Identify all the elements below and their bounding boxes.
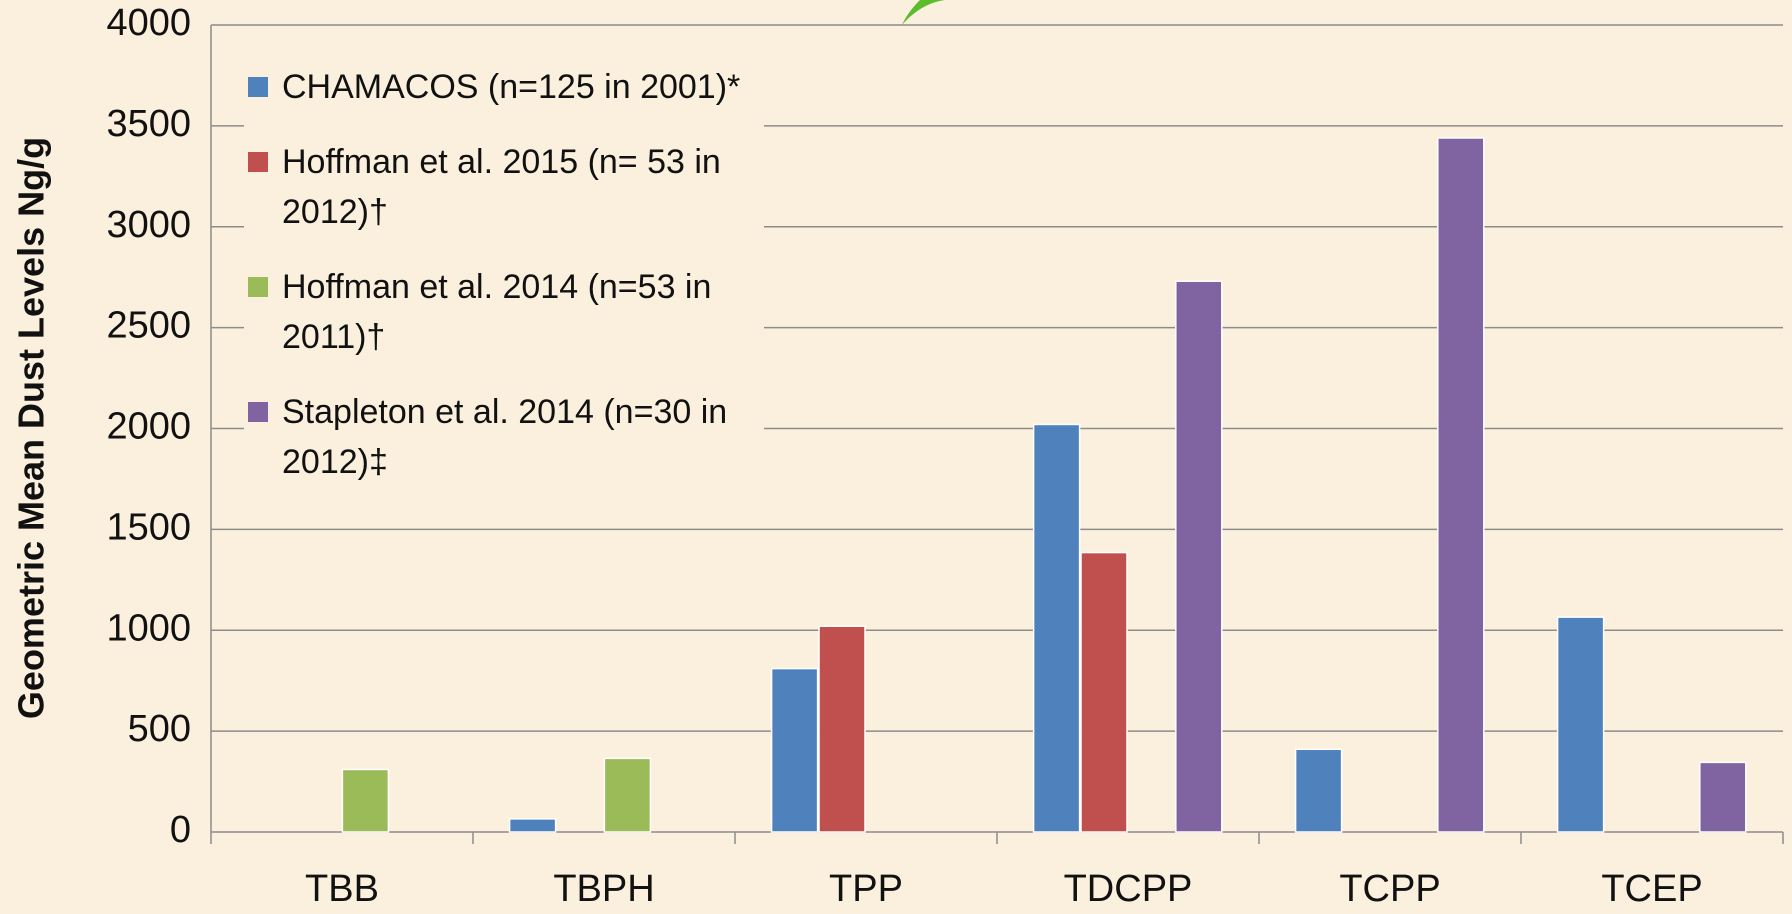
- legend-entry: Hoffman et al. 2014 (n=53 in 2011)†: [244, 262, 742, 362]
- bar: [772, 669, 818, 832]
- leaf-decoration: [902, 0, 945, 25]
- legend-label: Stapleton et al. 2014 (n=30 in 2012)‡: [282, 393, 727, 481]
- y-tick-label: 2000: [106, 406, 191, 448]
- bar: [1176, 281, 1222, 832]
- x-tick-label: TBB: [305, 868, 379, 910]
- bar: [1034, 424, 1080, 832]
- x-tick-label: TPP: [829, 868, 903, 910]
- legend-entry: Stapleton et al. 2014 (n=30 in 2012)‡: [244, 387, 742, 487]
- legend-swatch: [248, 277, 268, 297]
- bar: [1558, 617, 1604, 832]
- bar: [819, 626, 865, 832]
- legend-entry: CHAMACOS (n=125 in 2001)*: [244, 62, 742, 112]
- bar: [1438, 138, 1484, 832]
- bar: [604, 758, 650, 832]
- y-tick-label: 500: [128, 708, 191, 750]
- y-tick-label: 4000: [106, 2, 191, 44]
- page: Geometric Mean Dust Levels Ng/g 0 500 1000…: [0, 0, 1792, 914]
- bar: [1700, 762, 1746, 832]
- y-tick-label: 3500: [106, 103, 191, 145]
- legend-swatch: [248, 152, 268, 172]
- bar: [342, 769, 388, 832]
- bar: [1296, 749, 1342, 832]
- x-tick-label: TBPH: [553, 868, 654, 910]
- x-tick-label: TDCPP: [1064, 868, 1193, 910]
- legend-label: CHAMACOS (n=125 in 2001)*: [282, 68, 740, 106]
- y-axis-title: Geometric Mean Dust Levels Ng/g: [11, 137, 52, 719]
- y-tick-label: 0: [170, 809, 191, 851]
- bar: [510, 819, 556, 832]
- y-tick-label: 2500: [106, 305, 191, 347]
- legend: CHAMACOS (n=125 in 2001)* Hoffman et al. …: [244, 58, 764, 520]
- y-tick-label: 3000: [106, 204, 191, 246]
- y-tick-label: 1500: [106, 506, 191, 548]
- legend-label: Hoffman et al. 2014 (n=53 in 2011)†: [282, 268, 711, 356]
- legend-swatch: [248, 402, 268, 422]
- x-tick-label: TCEP: [1601, 868, 1702, 910]
- legend-label: Hoffman et al. 2015 (n= 53 in 2012)†: [282, 143, 721, 231]
- bar: [1081, 553, 1127, 832]
- x-tick-label: TCPP: [1339, 868, 1440, 910]
- legend-entry: Hoffman et al. 2015 (n= 53 in 2012)†: [244, 137, 742, 237]
- y-tick-label: 1000: [106, 607, 191, 649]
- legend-swatch: [248, 77, 268, 97]
